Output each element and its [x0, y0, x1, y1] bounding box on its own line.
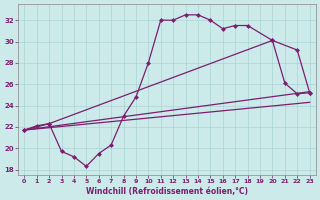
- X-axis label: Windchill (Refroidissement éolien,°C): Windchill (Refroidissement éolien,°C): [86, 187, 248, 196]
